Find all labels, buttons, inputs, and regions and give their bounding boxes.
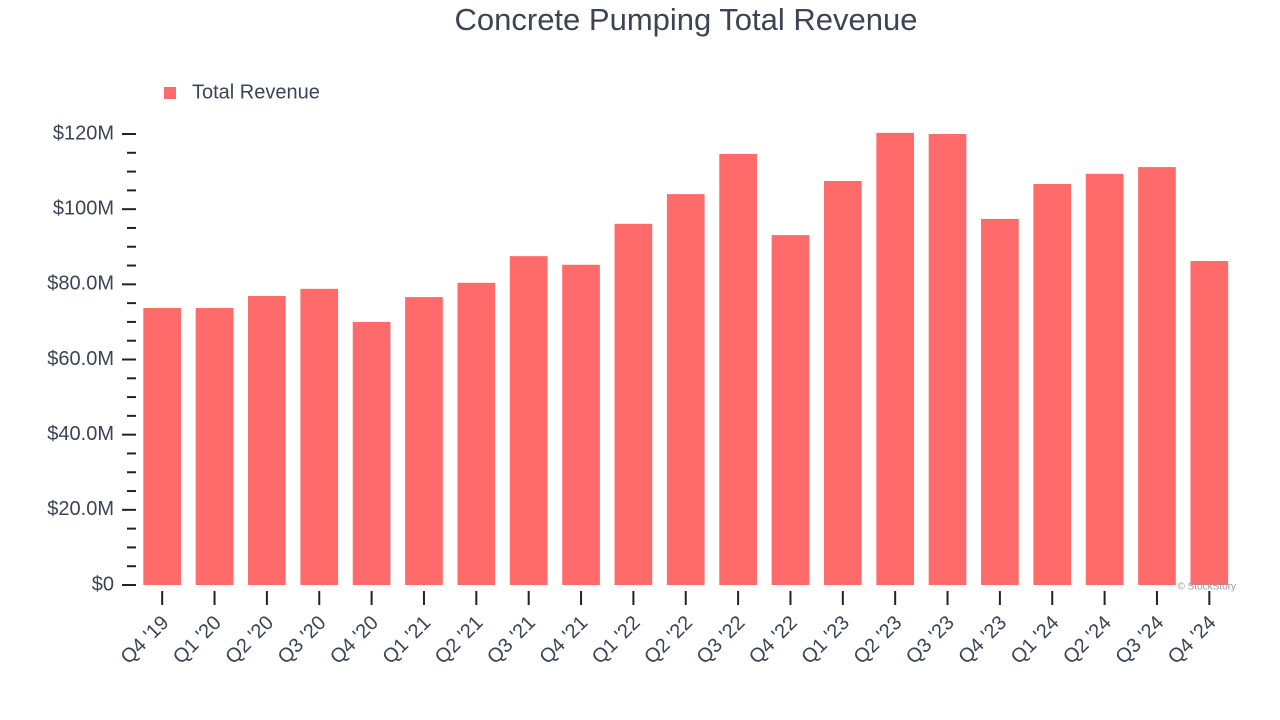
y-tick-label: $80.0M	[47, 273, 114, 295]
bar	[928, 134, 967, 585]
credit: © StockStory	[1178, 582, 1237, 593]
y-tick-label: $100M	[53, 197, 114, 219]
bar	[666, 194, 705, 585]
bar	[457, 282, 496, 585]
legend-swatch	[164, 87, 176, 99]
bar	[248, 295, 286, 585]
bar	[1085, 173, 1124, 586]
bar	[562, 264, 600, 585]
bar	[405, 297, 443, 585]
bar	[981, 218, 1019, 585]
y-tick-label: $40.0M	[47, 423, 114, 445]
bar	[300, 288, 339, 585]
bar	[1190, 261, 1229, 585]
bar	[143, 308, 182, 585]
chart-title: Concrete Pumping Total Revenue	[455, 2, 918, 37]
bar	[352, 321, 391, 585]
bar	[876, 132, 915, 585]
bar	[1138, 167, 1176, 585]
y-tick-label: $120M	[53, 122, 114, 144]
bar	[823, 180, 862, 585]
bar	[195, 308, 234, 585]
bar	[509, 256, 548, 585]
bar	[771, 235, 810, 585]
y-tick-label: $60.0M	[47, 348, 114, 370]
bar	[719, 153, 757, 585]
y-tick-label: $0	[92, 573, 114, 595]
bar	[614, 223, 653, 586]
legend-label: Total Revenue	[192, 81, 320, 103]
bar	[1033, 183, 1072, 585]
y-tick-label: $20.0M	[47, 498, 114, 520]
